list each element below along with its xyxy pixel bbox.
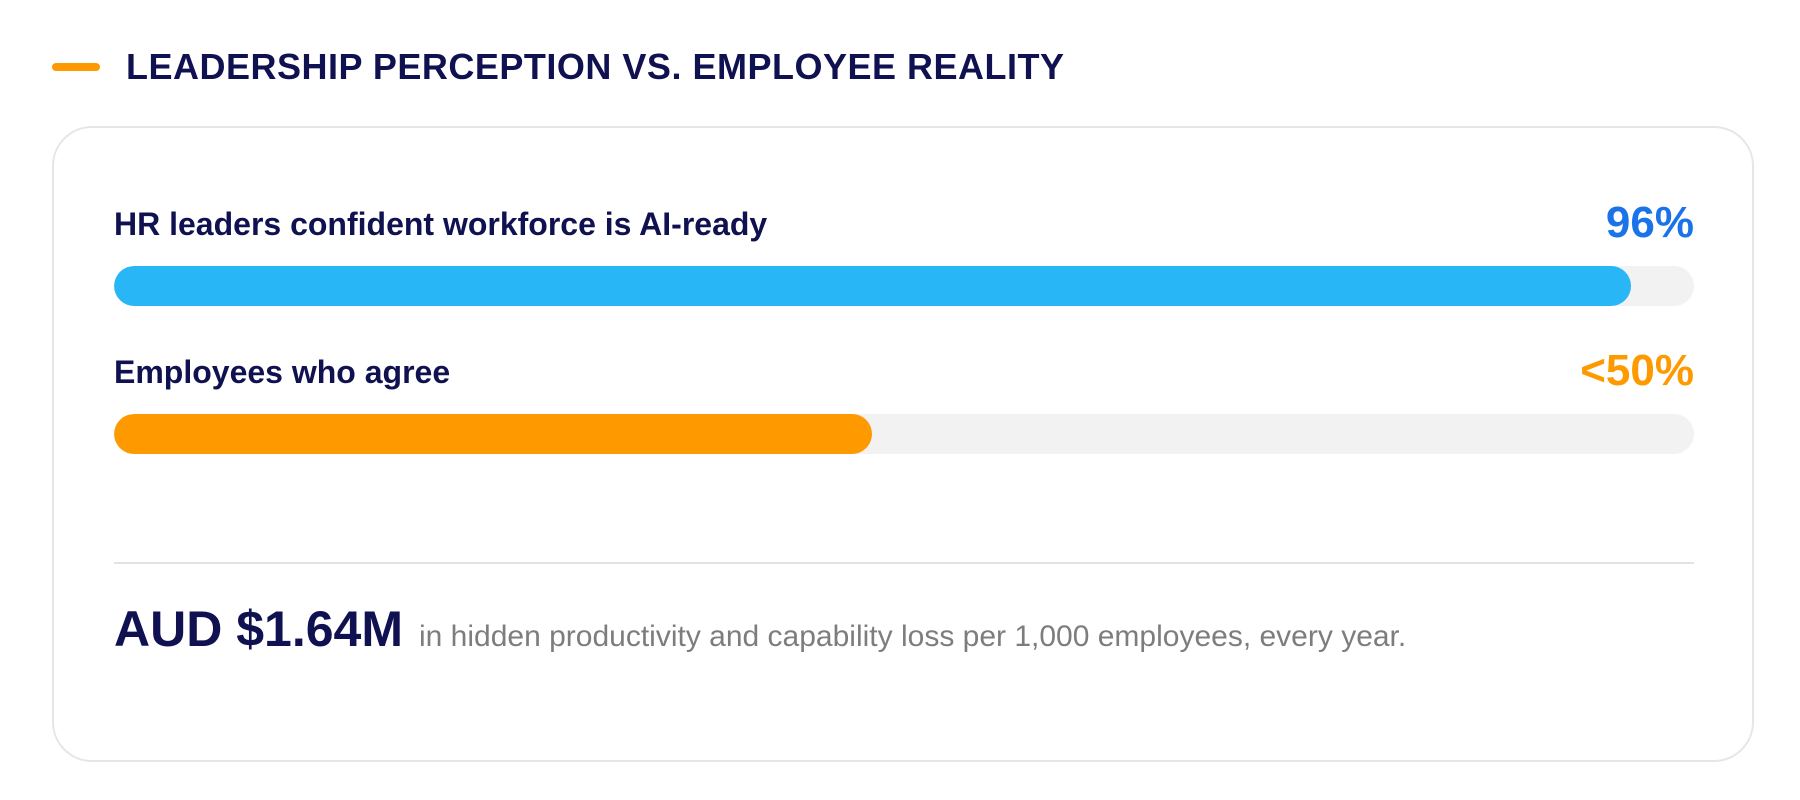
bar-label: HR leaders confident workforce is AI-rea… (114, 206, 768, 242)
comparison-card: HR leaders confident workforce is AI-rea… (52, 126, 1754, 762)
divider (114, 562, 1694, 564)
bar-label: Employees who agree (114, 354, 451, 390)
page-title: LEADERSHIP PERCEPTION VS. EMPLOYEE REALI… (126, 46, 1065, 87)
bar-value-label: 96% (1605, 198, 1694, 247)
section-header: LEADERSHIP PERCEPTION VS. EMPLOYEE REALI… (52, 40, 1065, 94)
cost-amount: AUD $1.64M (114, 601, 403, 657)
bar-fill (114, 414, 873, 454)
cost-description: in hidden productivity and capability lo… (419, 620, 1407, 653)
bar-value-label: <50% (1580, 346, 1694, 395)
accent-dash-icon (52, 63, 100, 71)
bar-track (114, 266, 1694, 306)
bar-fill (114, 266, 1631, 306)
bar-track (114, 414, 1694, 454)
cost-summary: AUD $1.64M in hidden productivity and ca… (114, 600, 1694, 658)
